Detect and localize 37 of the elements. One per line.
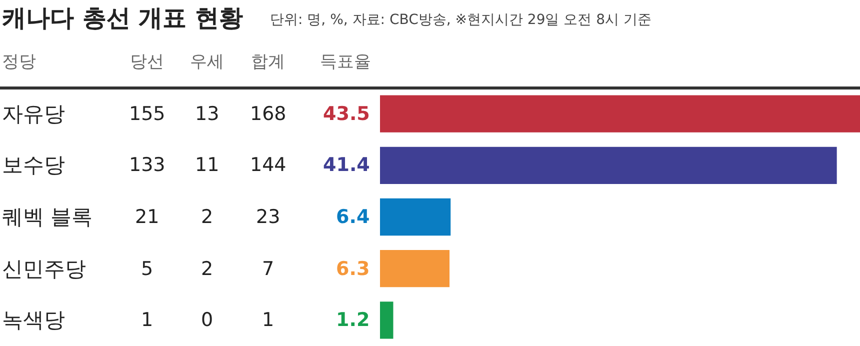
data-label: 2 [201, 258, 214, 280]
x-tick-label: 우세 [190, 52, 224, 72]
y-tick-label: 보수당 [2, 153, 65, 177]
y-tick-label: 자유당 [2, 102, 65, 126]
data-label: 1.2 [336, 309, 370, 331]
data-label: 13 [195, 103, 220, 125]
x-axis-title: 득표율 [320, 52, 371, 72]
x-tick-label: 합계 [251, 52, 285, 72]
data-label: 11 [195, 154, 220, 176]
bar [380, 302, 394, 339]
y-tick-label: 퀘벡 블록 [2, 205, 93, 229]
y-tick-label: 녹색당 [2, 308, 65, 332]
data-label: 155 [129, 103, 166, 125]
data-label: 23 [256, 206, 280, 228]
data-label: 1 [262, 309, 274, 331]
bar [380, 95, 860, 132]
data-label: 7 [262, 258, 274, 280]
data-label: 41.4 [323, 154, 370, 176]
bar [380, 198, 451, 236]
data-label: 5 [141, 258, 154, 280]
bar [380, 146, 837, 184]
data-label: 0 [201, 309, 214, 331]
data-label: 1 [141, 309, 154, 331]
chart-subtitle: 단위: 명, %, 자료: CBC방송, ※현지시간 29일 오전 8시 기준 [270, 12, 652, 28]
data-label: 21 [135, 206, 160, 228]
bar [380, 250, 450, 288]
chart-title: 캐나다 총선 개표 현황 [2, 4, 244, 32]
y-axis-title: 정당 [2, 52, 36, 72]
data-label: 168 [250, 103, 286, 125]
x-tick-label: 당선 [130, 52, 164, 72]
data-label: 6.4 [336, 206, 370, 228]
data-label: 144 [250, 154, 286, 176]
data-label: 43.5 [323, 103, 370, 125]
data-label: 6.3 [336, 258, 370, 280]
data-label: 133 [129, 154, 166, 176]
y-tick-label: 신민주당 [2, 257, 86, 281]
data-label: 2 [201, 206, 214, 228]
